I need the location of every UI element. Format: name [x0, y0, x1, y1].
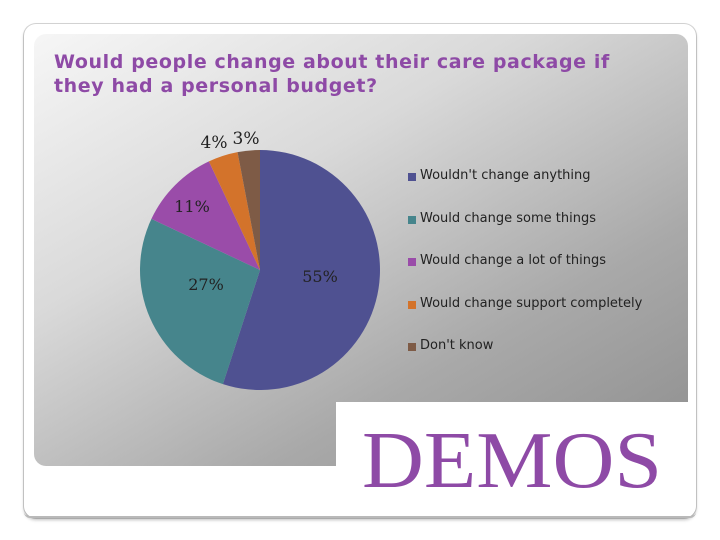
legend-label-0: Wouldn't change anything	[420, 168, 591, 183]
slice-label-4: 3%	[233, 129, 260, 149]
demos-logo: DEMOS	[336, 402, 688, 516]
slice-label-3: 4%	[201, 133, 228, 153]
pie-slice-4	[237, 150, 260, 270]
chart-legend: Wouldn't change anything Would change so…	[408, 168, 698, 381]
pie-slice-1	[139, 218, 260, 385]
chart-title-line-2: they had a personal budget?	[54, 75, 378, 97]
legend-item-1: Would change some things	[408, 211, 698, 254]
legend-label-4: Don't know	[420, 338, 494, 353]
pie-slice-2	[151, 161, 260, 270]
chart-title-line-1: Would people change about their care pac…	[54, 51, 610, 73]
legend-item-4: Don't know	[408, 338, 698, 381]
chart-title: Would people change about their care pac…	[54, 50, 684, 98]
legend-swatch-1	[408, 215, 416, 224]
slice-label-0: 55%	[302, 267, 338, 286]
slice-label-2: 11%	[174, 197, 210, 216]
demos-logo-mark: DEMOS	[362, 417, 662, 505]
legend-label-2: Would change a lot of things	[420, 253, 607, 268]
legend-swatch-0	[408, 173, 416, 181]
slice-label-1: 27%	[188, 275, 224, 294]
legend-item-2: Would change a lot of things	[408, 253, 698, 296]
logo-wordmark: DEMOS	[362, 417, 662, 505]
pie-slice-3	[208, 152, 260, 270]
legend-swatch-3	[408, 300, 416, 309]
legend-swatch-2	[408, 258, 416, 266]
legend-item-3: Would change support completely	[408, 296, 698, 339]
pie-slice-0	[222, 150, 380, 390]
legend-item-0: Wouldn't change anything	[408, 168, 698, 211]
legend-label-1: Would change some things	[420, 210, 596, 226]
legend-swatch-4	[408, 343, 416, 351]
legend-label-3: Would change support completely	[420, 295, 643, 311]
slide-divider	[24, 512, 696, 518]
